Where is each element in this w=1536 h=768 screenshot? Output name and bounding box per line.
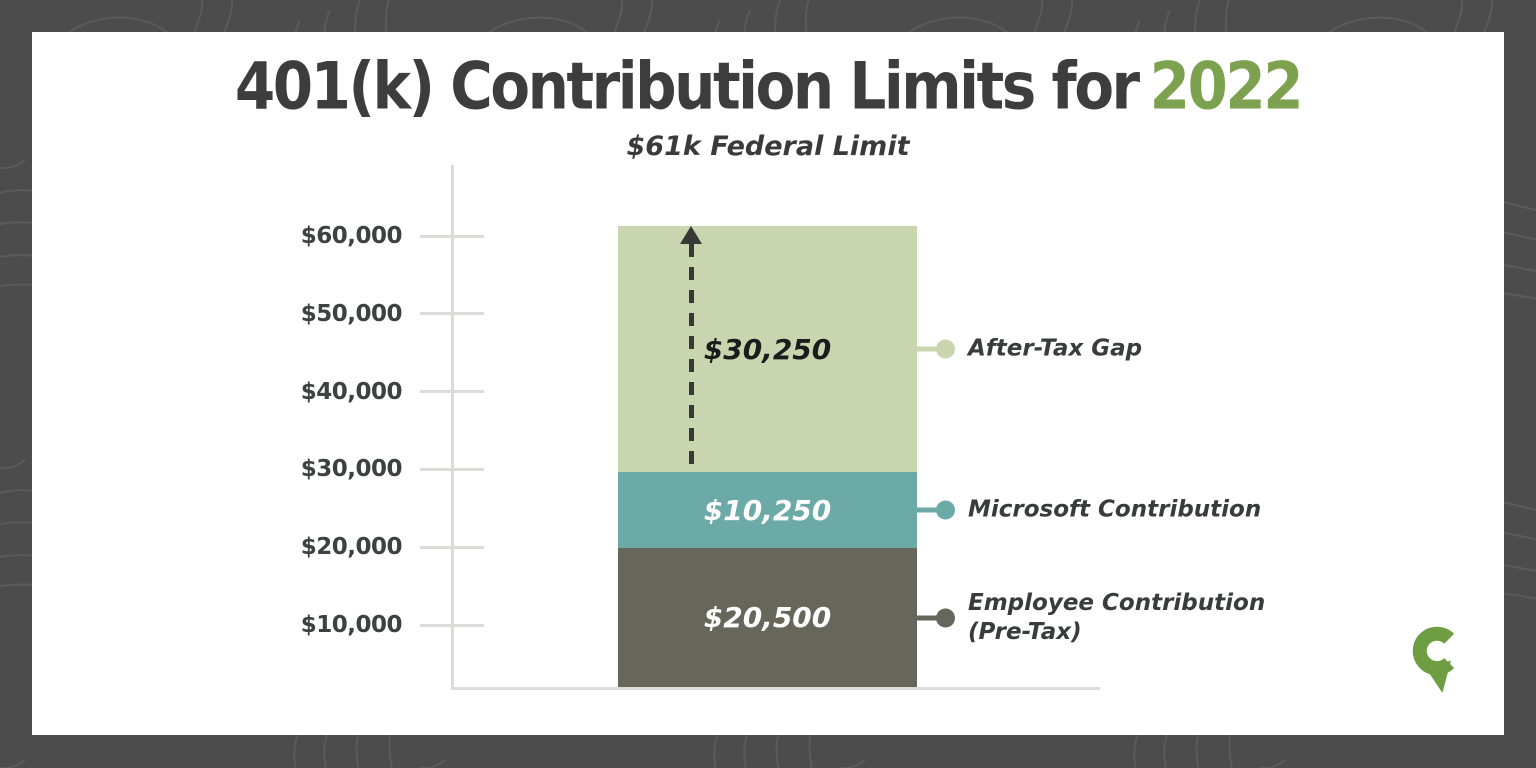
legend-label-line: After-Tax Gap (968, 335, 1143, 362)
legend-connector-line (917, 507, 943, 513)
y-tick-label: $40,000 (300, 378, 403, 405)
y-tick-label: $10,000 (300, 612, 403, 638)
y-tick (420, 390, 484, 394)
bar-segment-0: $20,500 (618, 548, 917, 687)
title-year: 2022 (1149, 47, 1304, 125)
x-axis-line (451, 687, 1100, 690)
legend-connector-dot (936, 608, 955, 627)
legend-connector-dot (936, 339, 955, 359)
y-axis-line (451, 165, 454, 690)
legend-connector-line (917, 346, 943, 352)
legend-connector-dot (936, 500, 955, 520)
y-tick-label: $20,000 (300, 534, 403, 561)
bar-segment-1: $10,250 (618, 472, 917, 548)
legend-connector-line (917, 615, 943, 620)
chart-subtitle: $61k Federal Limit (626, 131, 910, 162)
title-text: 401(k) Contribution Limits for (234, 47, 1140, 125)
y-tick-label: $30,000 (300, 456, 403, 483)
bar-segment-2: $30,250 (618, 226, 917, 472)
legend-label-line: Microsoft Contribution (968, 496, 1262, 523)
logo-pin-point (1425, 660, 1451, 693)
y-tick (420, 623, 484, 627)
page-title: 401(k) Contribution Limits for 2022 (0, 46, 1536, 127)
y-tick (420, 467, 484, 471)
y-tick-label: $60,000 (300, 223, 403, 249)
after-tax-arrow-shaft (689, 244, 694, 470)
bar-value-label: $10,250 (703, 493, 832, 527)
y-tick (420, 234, 484, 238)
legend-label: Microsoft Contribution (968, 496, 1261, 525)
y-tick-label: $50,000 (300, 300, 403, 327)
bar-value-label: $30,250 (703, 332, 832, 366)
legend-label: Employee Contribution (Pre-Tax) (968, 589, 1265, 647)
c-pin-logo (1412, 626, 1455, 693)
legend-label-line: (Pre-Tax) (968, 618, 1082, 645)
bar-value-label: $20,500 (703, 601, 832, 634)
y-tick (420, 312, 484, 316)
legend-label-line: Employee Contribution (968, 589, 1266, 616)
y-tick (420, 545, 484, 549)
after-tax-arrow-head (680, 226, 702, 244)
legend-label: After-Tax Gap (968, 335, 1142, 364)
